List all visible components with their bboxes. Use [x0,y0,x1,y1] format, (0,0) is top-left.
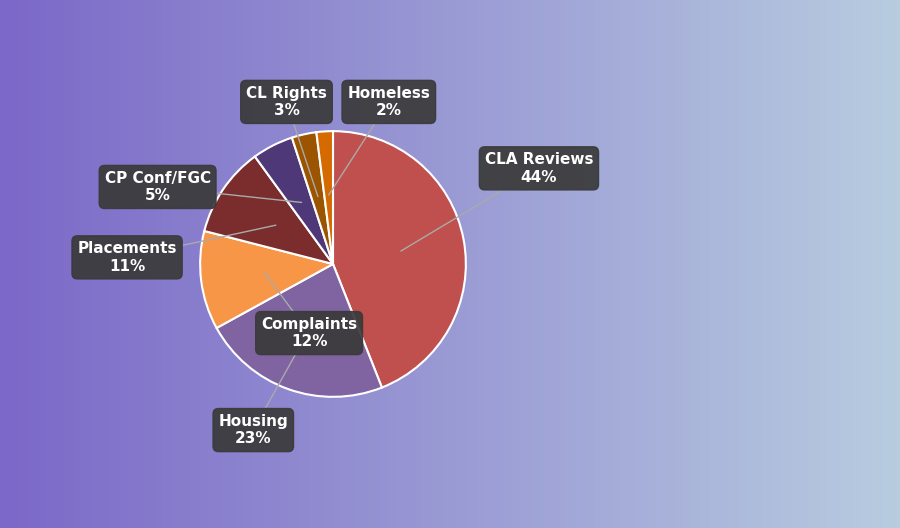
Wedge shape [292,132,333,264]
Text: CLA Reviews
44%: CLA Reviews 44% [400,152,593,251]
Wedge shape [217,264,382,397]
Text: Housing
23%: Housing 23% [219,329,310,446]
Text: CL Rights
3%: CL Rights 3% [246,86,327,196]
Text: Complaints
12%: Complaints 12% [261,272,357,350]
Wedge shape [200,231,333,328]
Text: Homeless
2%: Homeless 2% [328,86,430,195]
Text: Placements
11%: Placements 11% [77,225,276,274]
Text: CP Conf/FGC
5%: CP Conf/FGC 5% [104,171,302,203]
Wedge shape [255,138,333,264]
Wedge shape [204,156,333,264]
Wedge shape [333,131,466,388]
Wedge shape [316,131,333,264]
